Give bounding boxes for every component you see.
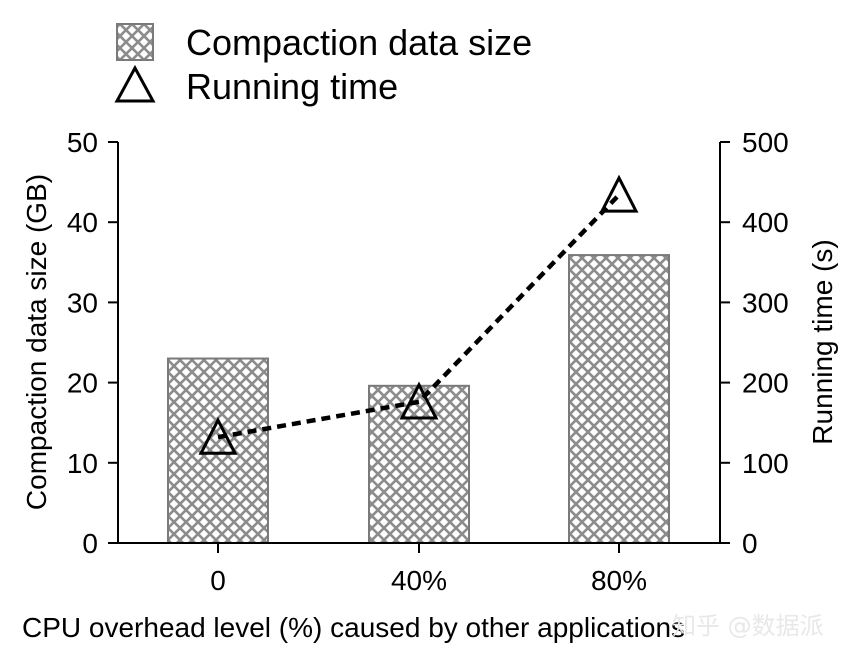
legend-bar-swatch [116,23,154,61]
x-tick-label-1: 40% [391,565,447,596]
bar-2 [568,254,670,544]
y-tick-label-50: 50 [67,127,98,158]
x-tick-label-0: 0 [210,565,226,596]
y-axis-title: Compaction data size (GB) [21,174,52,510]
legend-triangle-marker [114,64,156,103]
y-tick-label-20: 20 [67,368,98,399]
y2-tick-label-100: 100 [742,448,789,479]
x-tick-label-2: 80% [591,565,647,596]
running-time-marker-1 [399,381,439,420]
bar-1 [368,384,470,545]
legend: Compaction data size Running time [114,22,532,107]
y-tick-label-10: 10 [67,448,98,479]
y2-tick-label-500: 500 [742,127,789,158]
y2-tick-label-400: 400 [742,207,789,238]
x-axis-title: CPU overhead level (%) caused by other a… [22,612,685,643]
y-tick-label-30: 30 [67,287,98,318]
legend-label-bars: Compaction data size [186,22,532,63]
running-time-marker-2 [599,174,639,213]
y2-tick-label-300: 300 [742,287,789,318]
running-time-line [217,193,621,440]
y-tick-label-0: 0 [82,528,98,559]
bar-0 [167,357,269,545]
y2-tick-label-200: 200 [742,368,789,399]
plot-area [167,174,670,545]
running-time-marker-0 [198,416,238,455]
y2-axis-title: Running time (s) [807,239,838,444]
y-tick-label-40: 40 [67,207,98,238]
y2-tick-label-0: 0 [742,528,758,559]
legend-label-line: Running time [186,66,398,107]
watermark: 知乎 @数据派 [672,612,824,640]
